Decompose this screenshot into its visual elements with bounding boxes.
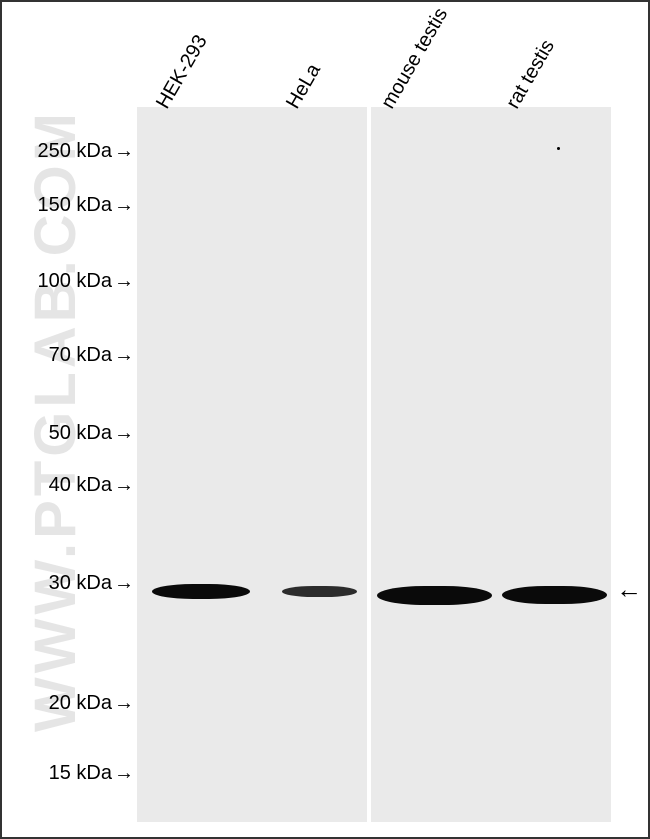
lane-label: rat testis xyxy=(502,36,560,113)
marker-text: 50 kDa xyxy=(49,422,112,444)
lane-label: HeLa xyxy=(282,60,326,113)
blot-panel-right xyxy=(371,107,611,822)
marker-label: 250 kDa→ xyxy=(16,140,134,163)
blot-band xyxy=(152,584,250,599)
artifact-speck xyxy=(557,147,560,150)
lane-label: HEK-293 xyxy=(152,31,212,113)
marker-text: 20 kDa xyxy=(49,692,112,714)
blot-figure: WWW.PTGLAB.COM HEK-293 HeLa mouse testis… xyxy=(0,0,650,839)
blot-band xyxy=(282,586,357,597)
arrow-right-icon: → xyxy=(114,474,134,497)
marker-label: 15 kDa→ xyxy=(28,762,134,785)
marker-text: 150 kDa xyxy=(38,194,113,216)
blot-panel-left xyxy=(137,107,367,822)
arrow-right-icon: → xyxy=(114,692,134,715)
arrow-right-icon: → xyxy=(114,572,134,595)
blot-band xyxy=(502,586,607,604)
marker-text: 40 kDa xyxy=(49,474,112,496)
marker-text: 30 kDa xyxy=(49,572,112,594)
arrow-right-icon: → xyxy=(114,194,134,217)
marker-label: 100 kDa→ xyxy=(16,270,134,293)
target-arrow-icon: ← xyxy=(616,574,642,605)
blot-band xyxy=(377,586,492,605)
blot-divider xyxy=(367,107,371,822)
marker-text: 100 kDa xyxy=(38,270,113,292)
marker-text: 250 kDa xyxy=(38,140,113,162)
marker-label: 70 kDa→ xyxy=(28,344,134,367)
marker-label: 50 kDa→ xyxy=(28,422,134,445)
marker-label: 20 kDa→ xyxy=(28,692,134,715)
arrow-right-icon: → xyxy=(114,344,134,367)
lane-label: mouse testis xyxy=(377,4,453,113)
arrow-right-icon: → xyxy=(114,422,134,445)
marker-label: 40 kDa→ xyxy=(28,474,134,497)
arrow-right-icon: → xyxy=(114,270,134,293)
marker-text: 70 kDa xyxy=(49,344,112,366)
arrow-right-icon: → xyxy=(114,140,134,163)
arrow-right-icon: → xyxy=(114,762,134,785)
marker-label: 30 kDa→ xyxy=(28,572,134,595)
marker-text: 15 kDa xyxy=(49,762,112,784)
marker-label: 150 kDa→ xyxy=(16,194,134,217)
